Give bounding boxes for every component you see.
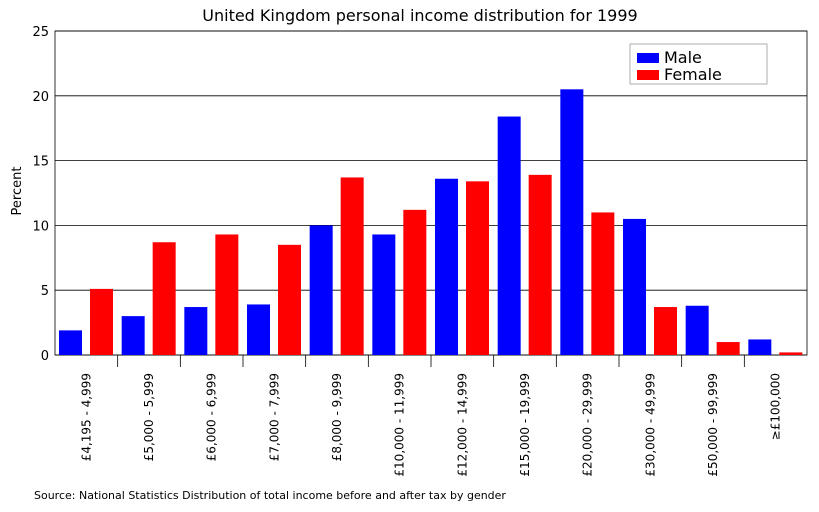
y-tick-label: 20 <box>32 90 49 105</box>
x-tick-label: £8,000 - 9,999 <box>330 373 344 461</box>
bar-male-3 <box>247 304 270 355</box>
x-tick-label: £6,000 - 6,999 <box>205 373 219 461</box>
bar-female-2 <box>215 234 239 355</box>
legend-label-male: Male <box>664 48 702 67</box>
y-tick-label: 10 <box>32 219 49 234</box>
axes: 0 5 10 15 20 25 £4,195 - 4,999 £5,000 - 5,999 £6… <box>32 25 782 477</box>
bar-female-1 <box>152 242 176 355</box>
y-tick-label: 0 <box>41 349 49 364</box>
bars <box>59 89 803 355</box>
bar-female-0 <box>90 288 113 355</box>
bar-female-11 <box>779 352 803 355</box>
bar-male-9 <box>623 218 646 355</box>
y-tick-label: 5 <box>41 284 49 299</box>
bar-female-6 <box>466 181 489 355</box>
bar-female-10 <box>716 342 740 355</box>
bar-female-8 <box>591 212 615 355</box>
x-tick-label: £5,000 - 5,999 <box>142 373 156 461</box>
x-tick-label: £30,000 - 49,999 <box>643 373 657 477</box>
bar-male-5 <box>372 234 396 355</box>
bar-male-8 <box>560 89 584 355</box>
x-tick-label: £20,000 - 29,999 <box>581 373 595 477</box>
legend-swatch-male <box>637 53 659 63</box>
bar-female-4 <box>340 177 364 355</box>
x-tick-label: £10,000 - 11,999 <box>393 373 407 477</box>
bar-male-11 <box>748 339 772 355</box>
x-tick-label: £15,000 - 19,999 <box>518 373 532 477</box>
y-axis-label: Percent <box>10 167 25 216</box>
bar-male-1 <box>121 316 145 355</box>
x-tick-label: £4,195 - 4,999 <box>79 373 93 461</box>
legend-swatch-female <box>637 70 659 80</box>
y-tick-label: 15 <box>32 155 49 170</box>
y-tick-label: 25 <box>32 25 49 40</box>
bar-female-3 <box>278 244 301 355</box>
bar-male-4 <box>309 225 333 355</box>
x-tick-label: £12,000 - 14,999 <box>455 373 469 477</box>
source-note: Source: National Statistics Distribution… <box>34 489 506 502</box>
bar-male-10 <box>685 305 709 355</box>
bar-female-5 <box>403 209 427 355</box>
bar-male-6 <box>435 178 458 355</box>
x-tick-label: £7,000 - 7,999 <box>267 373 281 461</box>
bar-female-7 <box>528 174 552 355</box>
chart-title: United Kingdom personal income distribut… <box>202 6 637 25</box>
bar-female-9 <box>654 307 677 355</box>
bar-male-2 <box>184 307 208 355</box>
bar-male-7 <box>497 116 521 355</box>
x-tick-label: ≥£100,000 <box>769 373 783 440</box>
legend-label-female: Female <box>664 65 722 84</box>
bar-male-0 <box>59 330 82 355</box>
x-tick-label: £50,000 - 99,999 <box>706 373 720 477</box>
